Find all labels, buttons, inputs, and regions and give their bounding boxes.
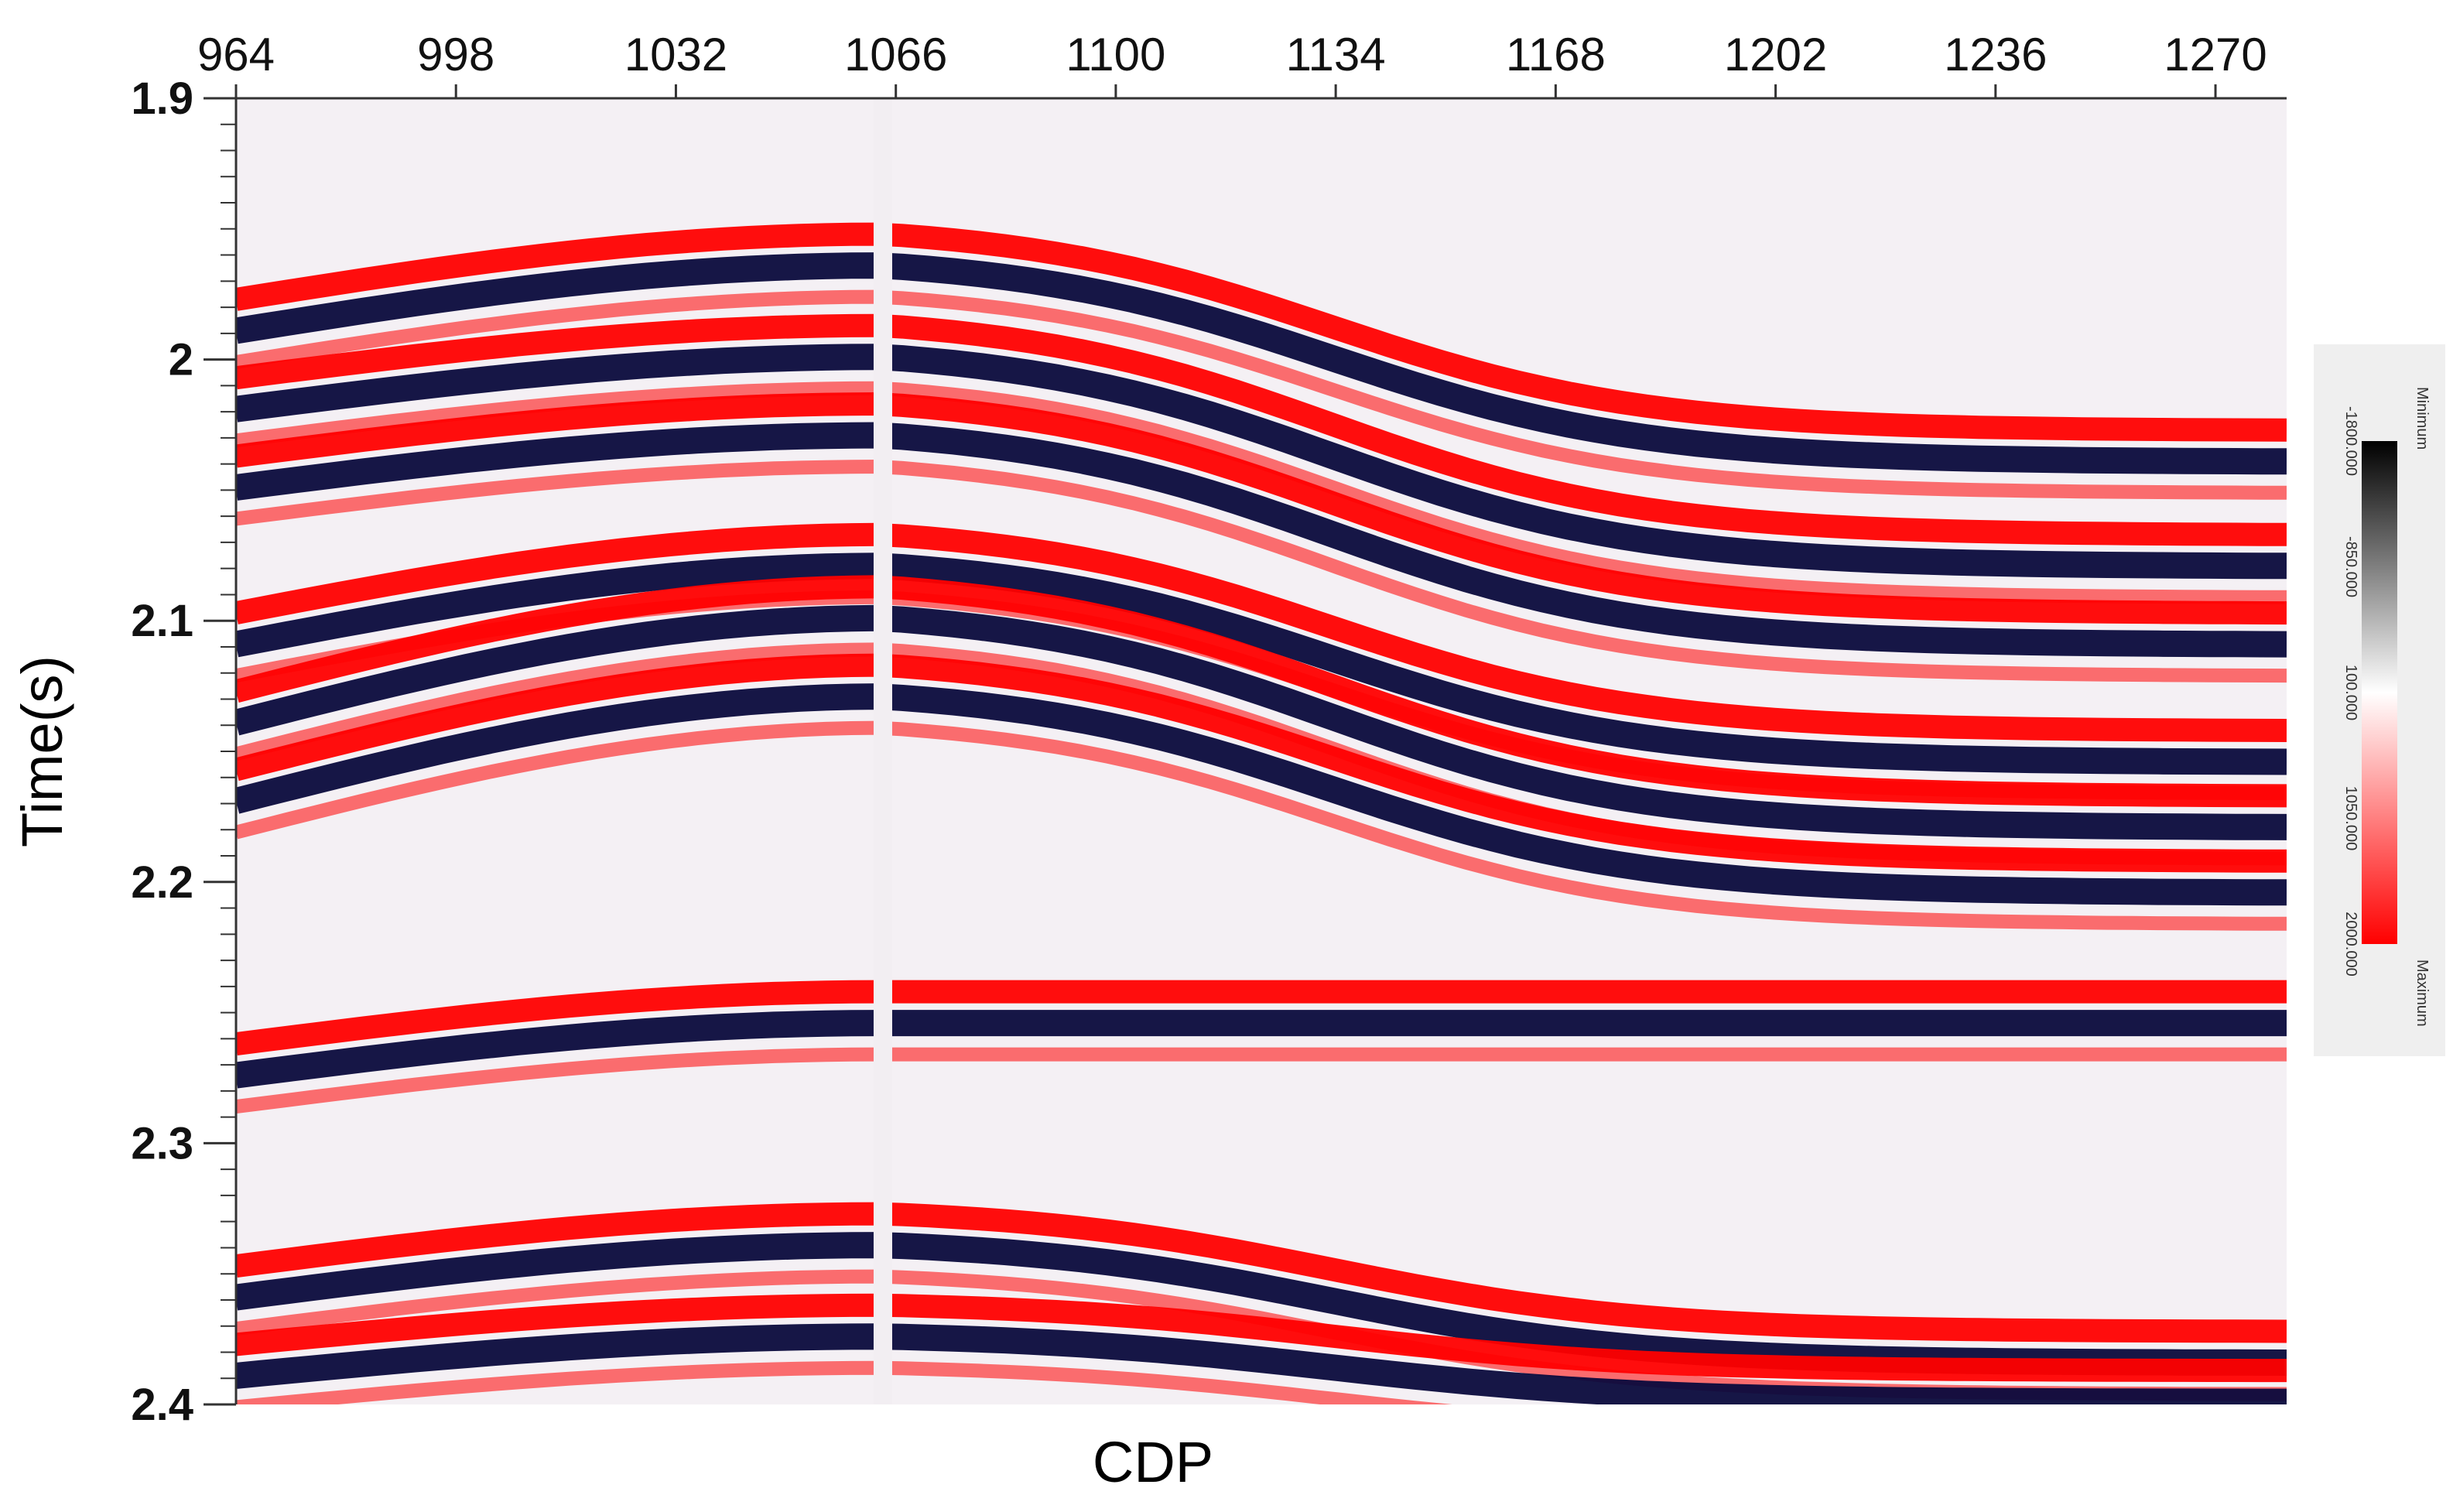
reflector-peak-1: [236, 313, 2287, 546]
x-tick-label: 1168: [1506, 29, 1606, 80]
x-tick-label: 1134: [1286, 29, 1386, 80]
gap-trace: [873, 98, 892, 1404]
reflector-trough-6: [236, 1010, 2287, 1089]
colorbar-max-label: Maximum: [2414, 960, 2431, 1027]
y-tick-label: 2.1: [131, 596, 193, 646]
gap-trace-column: [873, 98, 892, 1404]
reflector-side-0: [236, 289, 2287, 500]
reflector-trough-2: [236, 422, 2287, 658]
reflector-peak-3: [236, 522, 2287, 742]
colorbar-tick-label: 100.000: [2342, 665, 2359, 720]
reflector-peak-4: [236, 575, 2287, 808]
colorbar-tick-label: 1050.000: [2342, 786, 2359, 850]
x-axis-ticks: 964 998 1032 1066 1100 1134 1168 1202 1236 1270: [197, 29, 2267, 98]
reflector-trough-0: [236, 252, 2287, 475]
reflector-peak-2: [236, 392, 2287, 625]
y-tick-label: 2.3: [131, 1118, 193, 1168]
colorbar-tick-labels: -1800.000 -850.000 100.000 1050.000 2000.000: [2342, 406, 2359, 977]
reflector-side-6: [236, 1047, 2287, 1114]
x-tick-label: 998: [417, 29, 494, 80]
seismic-reflectors: [236, 222, 2287, 1404]
reflector-trough-8: [236, 1323, 2287, 1404]
colorbar-min-label: Minimum: [2414, 387, 2431, 450]
reflector-trough-4: [236, 604, 2287, 840]
reflector-side-1: [236, 381, 2287, 604]
reflector-side-2: [236, 459, 2287, 683]
colorbar-tick-label: 2000.000: [2342, 912, 2359, 976]
reflector-side-8: [236, 1360, 1452, 1404]
reflector-trough-3: [236, 552, 2287, 775]
colorbar-tick-label: -850.000: [2342, 536, 2359, 597]
y-tick-label: 2: [169, 335, 193, 385]
y-tick-label: 1.9: [131, 74, 193, 124]
colorbar-gradient: [2362, 441, 2397, 944]
reflector-peak-8: [236, 1293, 2287, 1383]
x-tick-label: 964: [197, 29, 275, 80]
x-tick-label: 1236: [1944, 29, 2047, 80]
x-tick-label: 1100: [1066, 29, 1165, 80]
reflector-peak-6: [236, 980, 2287, 1055]
x-tick-label: 1202: [1724, 29, 1827, 80]
x-tick-label: 1270: [2164, 29, 2267, 80]
y-tick-label: 2.2: [131, 857, 193, 908]
reflector-peak-5: [236, 653, 2287, 873]
reflector-peak-0: [236, 222, 2287, 442]
reflector-side-5: [236, 720, 2287, 931]
y-axis-title: Time(s): [10, 655, 74, 847]
x-tick-label: 1032: [624, 29, 727, 80]
y-axis-ticks: 1.9 2 2.1 2.2 2.3 2.4: [131, 74, 236, 1430]
colorbar-tick-label: -1800.000: [2342, 406, 2359, 476]
reflector-trough-1: [236, 344, 2287, 580]
y-tick-label: 2.4: [131, 1380, 193, 1430]
reflector-trough-5: [236, 683, 2287, 906]
x-tick-label: 1066: [844, 29, 947, 80]
x-axis-title: CDP: [1093, 1430, 1213, 1494]
reflector-peak-7: [236, 1202, 2287, 1343]
colorbar: Minimum Maximum -1800.000 -850.000 100.000…: [2314, 344, 2445, 1056]
